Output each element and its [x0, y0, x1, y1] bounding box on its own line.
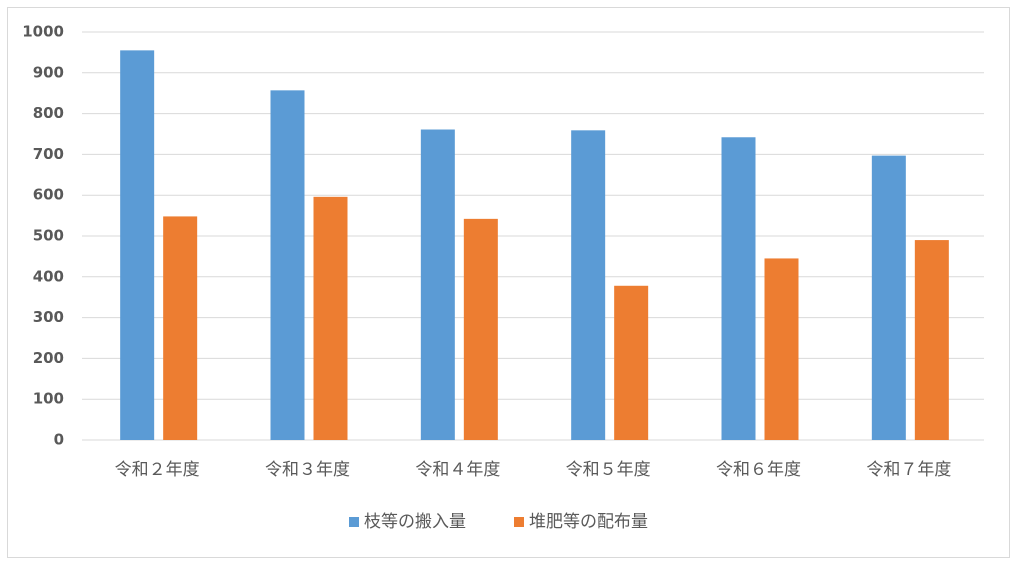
- x-tick-label: 令和５年度: [566, 460, 651, 480]
- y-tick-label: 900: [33, 63, 64, 81]
- y-tick-label: 800: [33, 104, 64, 122]
- x-tick-label: 令和２年度: [115, 460, 200, 480]
- y-tick-label: 200: [33, 349, 64, 367]
- legend-label: 堆肥等の配布量: [529, 512, 648, 532]
- legend-swatch: [349, 517, 359, 527]
- bar: [914, 240, 949, 440]
- bar: [614, 285, 649, 440]
- y-tick-label: 600: [33, 186, 64, 204]
- bar: [764, 258, 799, 440]
- bar: [270, 90, 305, 441]
- y-tick-label: 100: [33, 390, 64, 408]
- y-tick-label: 500: [33, 227, 64, 245]
- y-tick-label: 300: [33, 308, 64, 326]
- bar: [721, 137, 756, 440]
- bar: [420, 129, 455, 440]
- bar: [163, 216, 198, 440]
- bar: [871, 155, 906, 440]
- x-tick-label: 令和６年度: [716, 460, 801, 480]
- x-tick-label: 令和４年度: [415, 460, 500, 480]
- bar: [120, 50, 155, 441]
- x-tick-label: 令和３年度: [265, 460, 350, 480]
- y-tick-label: 400: [33, 267, 64, 285]
- bar: [571, 130, 606, 440]
- x-tick-label: 令和７年度: [866, 460, 951, 480]
- y-tick-label: 700: [33, 145, 64, 163]
- legend-label: 枝等の搬入量: [364, 512, 466, 532]
- legend-swatch: [514, 517, 524, 527]
- bar: [463, 218, 498, 440]
- y-tick-label: 0: [54, 431, 64, 449]
- y-tick-label: 1000: [22, 23, 64, 41]
- bar: [313, 196, 348, 440]
